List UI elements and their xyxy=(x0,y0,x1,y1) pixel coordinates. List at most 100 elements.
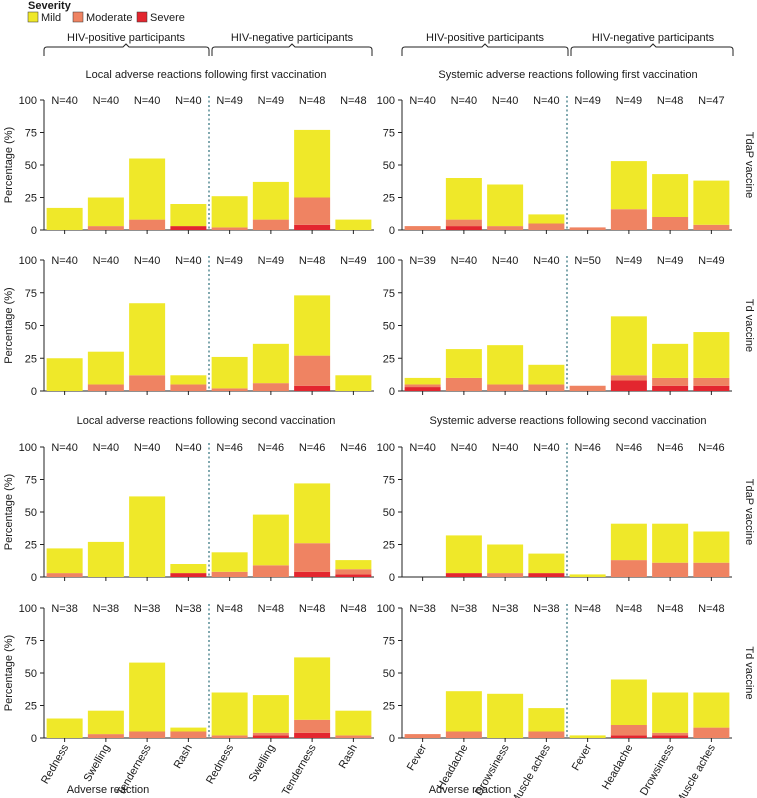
bar-segment-mild xyxy=(528,553,565,574)
y-tick-label: 50 xyxy=(25,668,37,680)
legend-label-mild: Mild xyxy=(41,12,61,24)
n-label: N=49 xyxy=(574,95,601,107)
n-label: N=48 xyxy=(574,603,601,615)
y-tick-label: 0 xyxy=(389,225,395,237)
y-tick-label: 75 xyxy=(25,288,37,300)
bar-segment-mild xyxy=(129,303,166,376)
y-tick-label: 0 xyxy=(31,225,37,237)
n-label: N=38 xyxy=(409,603,436,615)
bar-segment-moderate xyxy=(652,377,689,386)
group-label-hiv-positive-left: HIV-positive participants xyxy=(67,32,185,44)
bar-segment-moderate xyxy=(528,731,565,738)
bar-segment-moderate xyxy=(652,562,689,577)
n-label: N=38 xyxy=(533,603,560,615)
bar-segment-moderate xyxy=(87,384,124,391)
n-label: N=38 xyxy=(51,603,78,615)
brace-hiv-negative-left xyxy=(211,43,373,56)
bar-segment-severe xyxy=(170,226,207,230)
n-label: N=40 xyxy=(51,95,78,107)
bar-segment-moderate xyxy=(404,226,441,230)
y-tick-label: 100 xyxy=(377,442,395,454)
bar-segment-severe xyxy=(445,226,482,230)
x-axis-title-left: Adverse reaction xyxy=(67,784,150,796)
row-label-vaccine: Td vaccine xyxy=(743,646,755,699)
bar-segment-mild xyxy=(610,161,647,210)
bar-segment-severe xyxy=(252,735,289,738)
n-label: N=38 xyxy=(175,603,202,615)
x-tick-label: Fever xyxy=(570,742,595,773)
n-label: N=48 xyxy=(698,603,725,615)
bar-segment-mild xyxy=(445,178,482,220)
n-label: N=40 xyxy=(492,255,519,267)
x-tick-label: Muscle aches xyxy=(509,742,553,798)
n-label: N=46 xyxy=(216,442,243,454)
bar-segment-moderate xyxy=(569,385,606,391)
bar-segment-mild xyxy=(211,196,248,228)
bar-segment-moderate xyxy=(294,197,331,225)
bar-segment-mild xyxy=(335,710,372,736)
n-label: N=40 xyxy=(134,255,161,267)
n-label: N=38 xyxy=(451,603,478,615)
x-tick-label: Muscle aches xyxy=(674,742,718,798)
x-tick-label: Redness xyxy=(204,742,236,786)
n-label: N=49 xyxy=(216,95,243,107)
bar-segment-severe xyxy=(528,573,565,577)
bar-segment-mild xyxy=(170,564,207,574)
legend-title: Severity xyxy=(28,0,72,12)
bar-segment-moderate xyxy=(129,731,166,738)
x-axis-title-right: Adverse reaction xyxy=(429,784,512,796)
bar-segment-mild xyxy=(445,691,482,732)
bar-segment-moderate xyxy=(693,562,730,577)
n-label: N=48 xyxy=(657,603,684,615)
bar-segment-moderate xyxy=(87,226,124,230)
n-label: N=38 xyxy=(492,603,519,615)
bar-segment-severe xyxy=(294,385,331,391)
bar-segment-mild xyxy=(46,548,83,574)
bar-segment-mild xyxy=(445,349,482,378)
bar-segment-moderate xyxy=(610,209,647,230)
n-label: N=48 xyxy=(616,603,643,615)
n-label: N=40 xyxy=(93,255,120,267)
section-titles: Local adverse reactions following first … xyxy=(77,69,707,427)
n-label: N=40 xyxy=(451,442,478,454)
bar-segment-mild xyxy=(252,514,289,566)
x-tick-label: Tenderness xyxy=(280,742,319,798)
legend-label-moderate: Moderate xyxy=(86,12,132,24)
bar-segment-moderate xyxy=(170,731,207,738)
n-label: N=46 xyxy=(340,442,367,454)
bar-segment-mild xyxy=(46,718,83,738)
bar-segment-moderate xyxy=(528,223,565,230)
y-tick-label: 100 xyxy=(377,95,395,107)
section-title-local-second: Local adverse reactions following second… xyxy=(77,415,336,427)
bar-segment-mild xyxy=(693,692,730,728)
bar-segment-mild xyxy=(129,662,166,732)
group-headers: HIV-positive participants HIV-negative p… xyxy=(43,32,734,56)
legend-label-severe: Severe xyxy=(150,12,185,24)
bar-segment-mild xyxy=(652,692,689,733)
bar-segment-severe xyxy=(610,380,647,391)
n-label: N=48 xyxy=(258,603,285,615)
bar-segment-mild xyxy=(487,693,524,738)
y-tick-label: 75 xyxy=(383,475,395,487)
panel-3-systemic: 0 25 50 75 100 TdaP vaccine N=40 N=40 N=40 N=40 N=… xyxy=(377,442,755,584)
bar-segment-mild xyxy=(528,708,565,732)
bar-segment-mild xyxy=(170,204,207,227)
y-tick-label: 0 xyxy=(389,733,395,745)
bar-segment-moderate xyxy=(46,573,83,577)
n-label: N=48 xyxy=(340,95,367,107)
y-axis-title: Percentage (%) xyxy=(3,474,15,550)
bar-segment-mild xyxy=(294,483,331,544)
x-tick-label: Headache xyxy=(600,743,635,792)
bar-segment-moderate xyxy=(445,219,482,227)
bar-segment-moderate xyxy=(693,377,730,386)
n-label: N=38 xyxy=(134,603,161,615)
y-tick-label: 0 xyxy=(389,572,395,584)
y-tick-label: 100 xyxy=(19,255,37,267)
y-axis-title: Percentage (%) xyxy=(3,635,15,711)
n-label: N=46 xyxy=(299,442,326,454)
bar-segment-moderate xyxy=(487,226,524,230)
bar-segment-moderate xyxy=(335,735,372,738)
y-tick-label: 100 xyxy=(377,255,395,267)
y-tick-label: 25 xyxy=(383,353,395,365)
bar-segment-mild xyxy=(693,332,730,378)
